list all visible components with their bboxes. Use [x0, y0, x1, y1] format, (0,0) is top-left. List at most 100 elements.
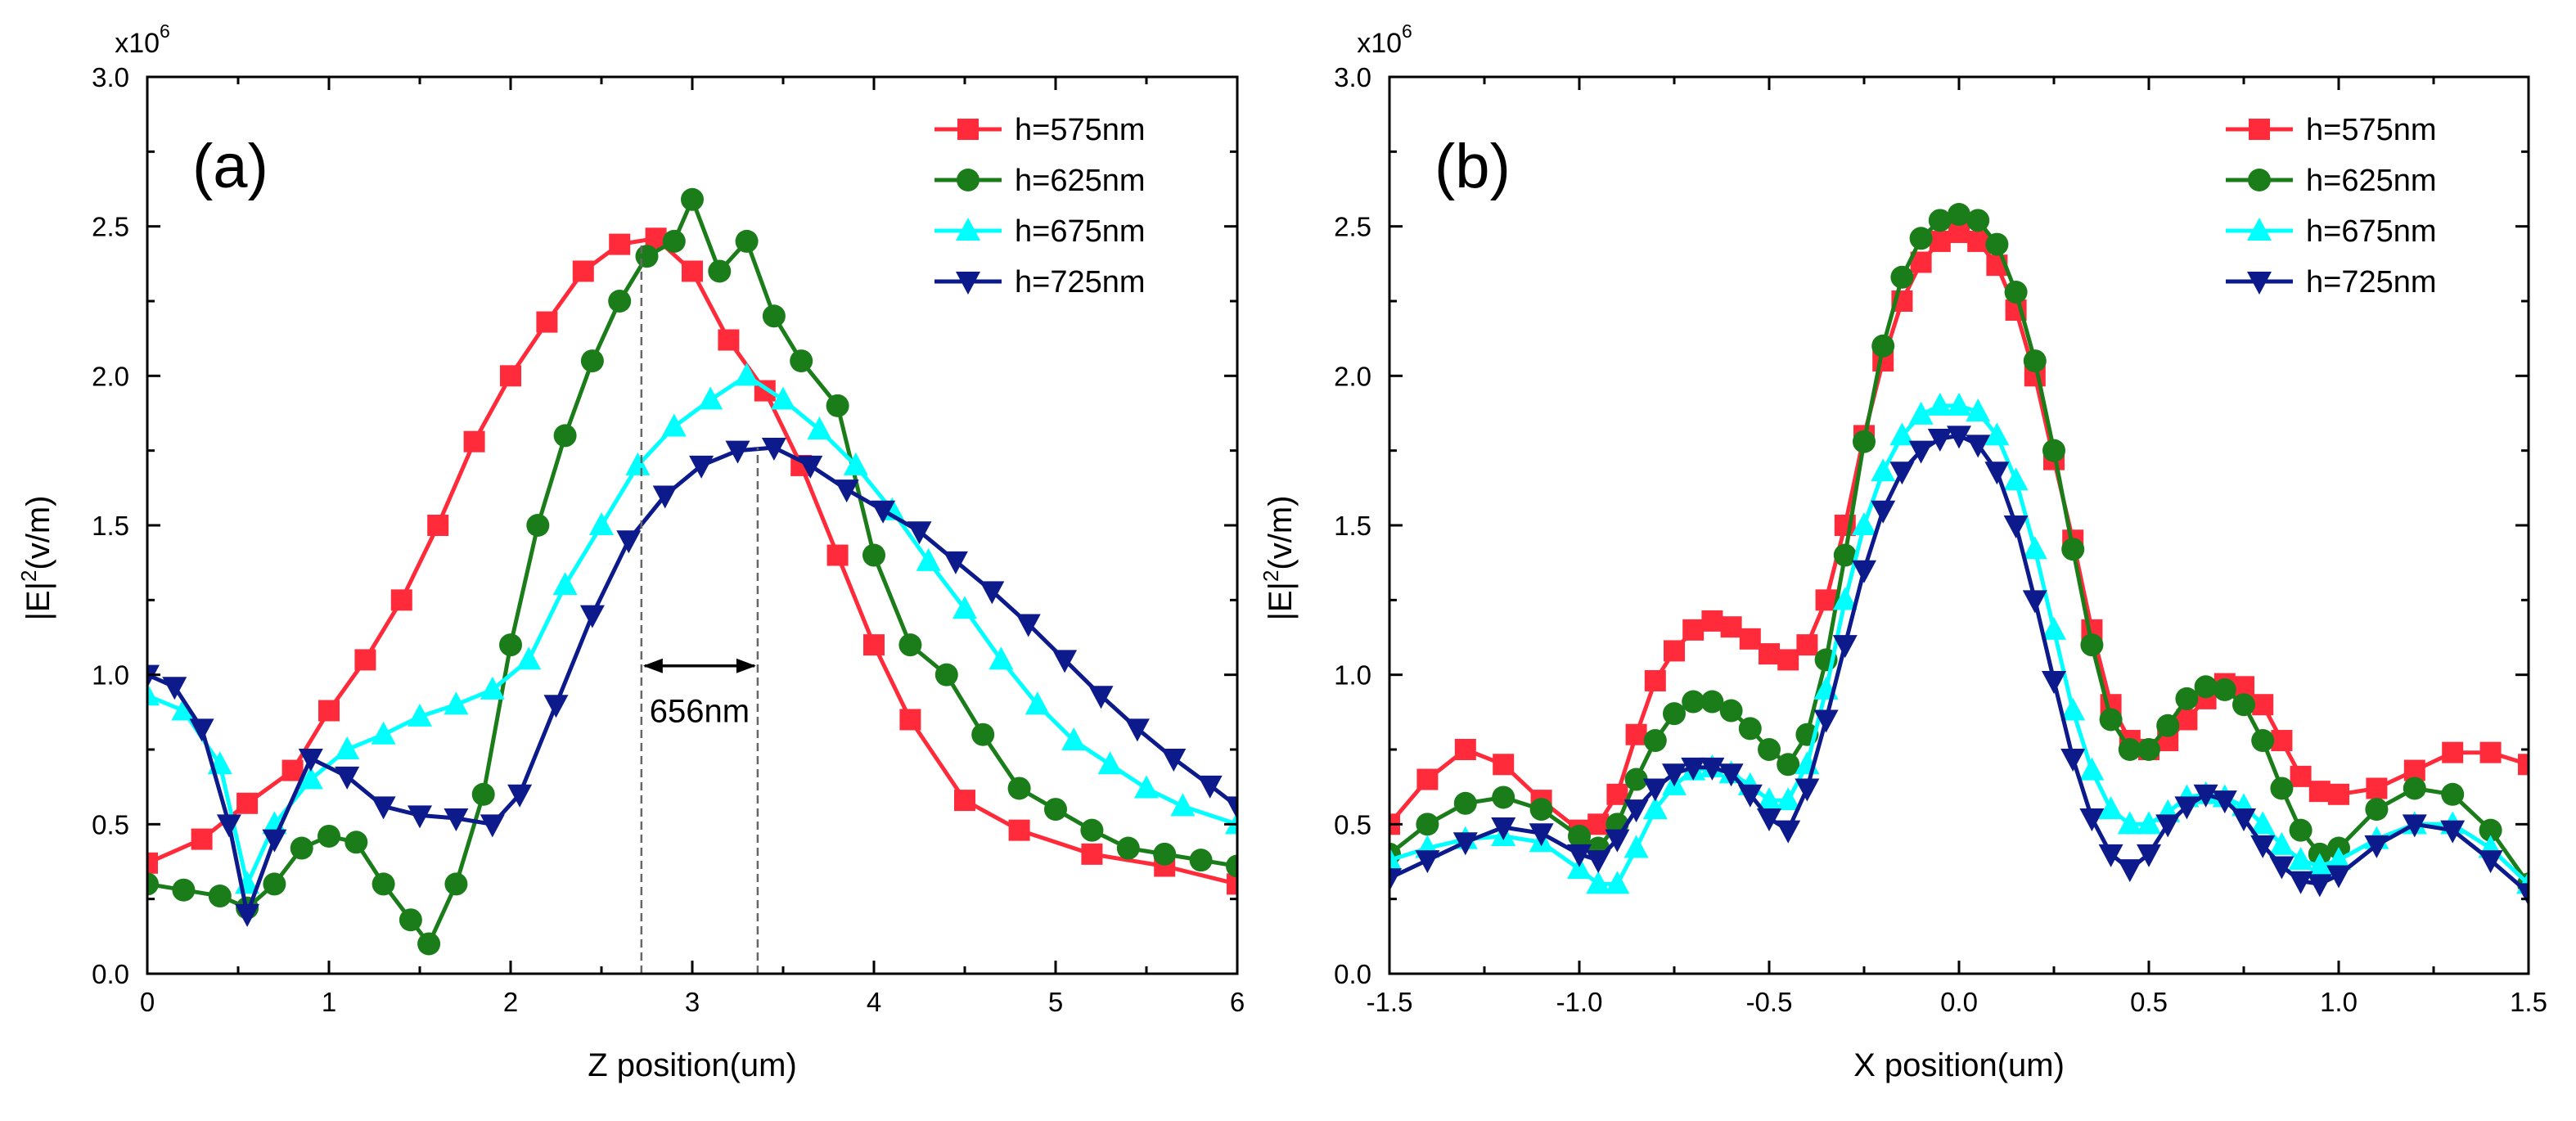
data-point-0-13: [1720, 616, 1742, 638]
data-point-1-1: [1416, 813, 1439, 836]
data-point-2-45: [2326, 847, 2351, 871]
data-point-3-30: [2042, 670, 2066, 694]
y-tick-label-2: 1.0: [1334, 660, 1371, 691]
data-point-2-28: [1134, 775, 1159, 799]
data-point-2-30: [2042, 616, 2066, 640]
data-point-1-15: [553, 424, 577, 448]
data-point-1-40: [2232, 693, 2255, 717]
y-multiplier: x106: [1357, 20, 1412, 59]
data-point-2-18: [771, 386, 795, 410]
y-tick-label-3: 1.5: [1334, 511, 1371, 541]
y-tick-label-1: 0.5: [92, 809, 129, 840]
data-point-1-34: [2118, 738, 2141, 761]
data-point-1-24: [1928, 209, 1952, 232]
y-tick-label-0: 0.0: [92, 959, 129, 989]
data-point-0-22: [1008, 819, 1030, 841]
data-point-0-44: [2308, 781, 2331, 803]
data-point-1-13: [499, 633, 522, 657]
data-point-0-18: [1815, 589, 1837, 611]
data-point-3-14: [579, 605, 605, 628]
data-point-1-22: [735, 229, 759, 253]
data-point-3-32: [2079, 808, 2105, 832]
data-point-2-22: [916, 547, 941, 571]
data-point-3-5: [262, 829, 287, 853]
axes-frame: [146, 75, 1239, 975]
data-point-3-8: [371, 796, 396, 820]
data-point-2-27: [1097, 751, 1123, 775]
data-point-3-1: [1415, 850, 1440, 874]
data-point-3-3: [216, 814, 241, 838]
data-point-3-25: [1947, 425, 1971, 449]
data-point-2-9: [1642, 796, 1668, 820]
legend-item-2: h=675nm: [2226, 214, 2437, 249]
data-point-1-37: [2175, 687, 2199, 710]
legend: h=575nm h=625nm h=675nm h=725nm: [934, 113, 1146, 299]
data-point-0-45: [2328, 783, 2349, 805]
panel-b: -1.5 -1.0 -0.5 0.0 0.5 1.0 1.5 0.0 0.5 1.0 1.5 2.0 2…: [1259, 20, 2547, 1083]
data-point-0-2: [1454, 739, 1476, 760]
y-multiplier-exponent: 6: [1402, 20, 1412, 42]
data-point-1-11: [444, 872, 468, 896]
data-point-3-47: [2402, 814, 2427, 838]
data-point-1-46: [2365, 798, 2389, 822]
data-point-2-19: [807, 416, 832, 440]
data-point-0-5: [354, 649, 376, 671]
legend-swatch-marker-3: [956, 272, 980, 295]
data-point-3-43: [2288, 871, 2313, 894]
data-point-1-7: [345, 831, 368, 854]
data-point-3-16: [1776, 820, 1801, 844]
data-point-2-9: [444, 691, 469, 715]
plot-area: [1389, 203, 2529, 907]
legend-item-1: h=625nm: [2226, 164, 2437, 198]
data-point-3-27: [1052, 650, 1078, 673]
data-point-1-4: [263, 872, 286, 896]
data-point-2-20: [1852, 512, 1876, 535]
data-point-0-3: [281, 759, 304, 781]
data-point-2-15: [661, 413, 687, 437]
data-point-3-50: [2516, 883, 2529, 907]
data-point-2-1: [171, 697, 196, 721]
data-point-1-9: [399, 908, 422, 932]
data-point-1-49: [2479, 818, 2502, 842]
data-point-2-34: [2117, 811, 2142, 835]
data-point-0-9: [500, 365, 521, 387]
x-tick-label-1: 1: [322, 987, 336, 1017]
data-point-3-44: [2307, 874, 2332, 898]
data-point-0-7: [427, 515, 449, 536]
y-multiplier: x106: [115, 20, 170, 59]
legend-swatch-marker-2: [956, 218, 980, 241]
data-point-3-34: [2117, 859, 2142, 883]
data-point-3-18: [1813, 709, 1839, 733]
data-point-2-0: [147, 682, 160, 706]
data-point-3-11: [1681, 757, 1706, 781]
series-line-1: [1389, 212, 2529, 885]
legend-swatch-marker-2: [2247, 218, 2272, 241]
data-point-3-18: [725, 440, 750, 464]
data-point-3-30: [1161, 748, 1187, 772]
data-point-1-31: [1044, 798, 1067, 822]
data-point-1-0: [147, 872, 159, 896]
x-tick-label-4: 4: [867, 987, 881, 1017]
data-point-3-28: [1088, 686, 1114, 709]
data-point-3-27: [1984, 461, 2010, 485]
data-point-2-12: [552, 572, 578, 596]
data-point-0-15: [718, 329, 740, 351]
legend-swatch-marker-1: [2248, 169, 2271, 191]
data-point-2-24: [1927, 392, 1952, 416]
data-point-0-14: [1739, 628, 1761, 650]
data-point-3-22: [1889, 461, 1915, 485]
data-point-1-39: [2213, 678, 2236, 701]
x-tick-label-2: -0.5: [1746, 987, 1793, 1017]
data-point-1-8: [1624, 768, 1648, 791]
legend-item-3: h=725nm: [2226, 265, 2437, 299]
data-point-0-16: [1777, 649, 1799, 671]
data-point-2-0: [1389, 847, 1402, 871]
data-point-1-32: [1080, 818, 1104, 842]
data-point-1-20: [1853, 430, 1876, 453]
x-axis-label: X position(um): [1853, 1047, 2065, 1083]
annotation-arrowhead-left: [642, 658, 663, 673]
data-point-1-15: [1758, 738, 1781, 761]
data-point-3-10: [444, 808, 469, 832]
data-point-2-7: [371, 721, 396, 745]
